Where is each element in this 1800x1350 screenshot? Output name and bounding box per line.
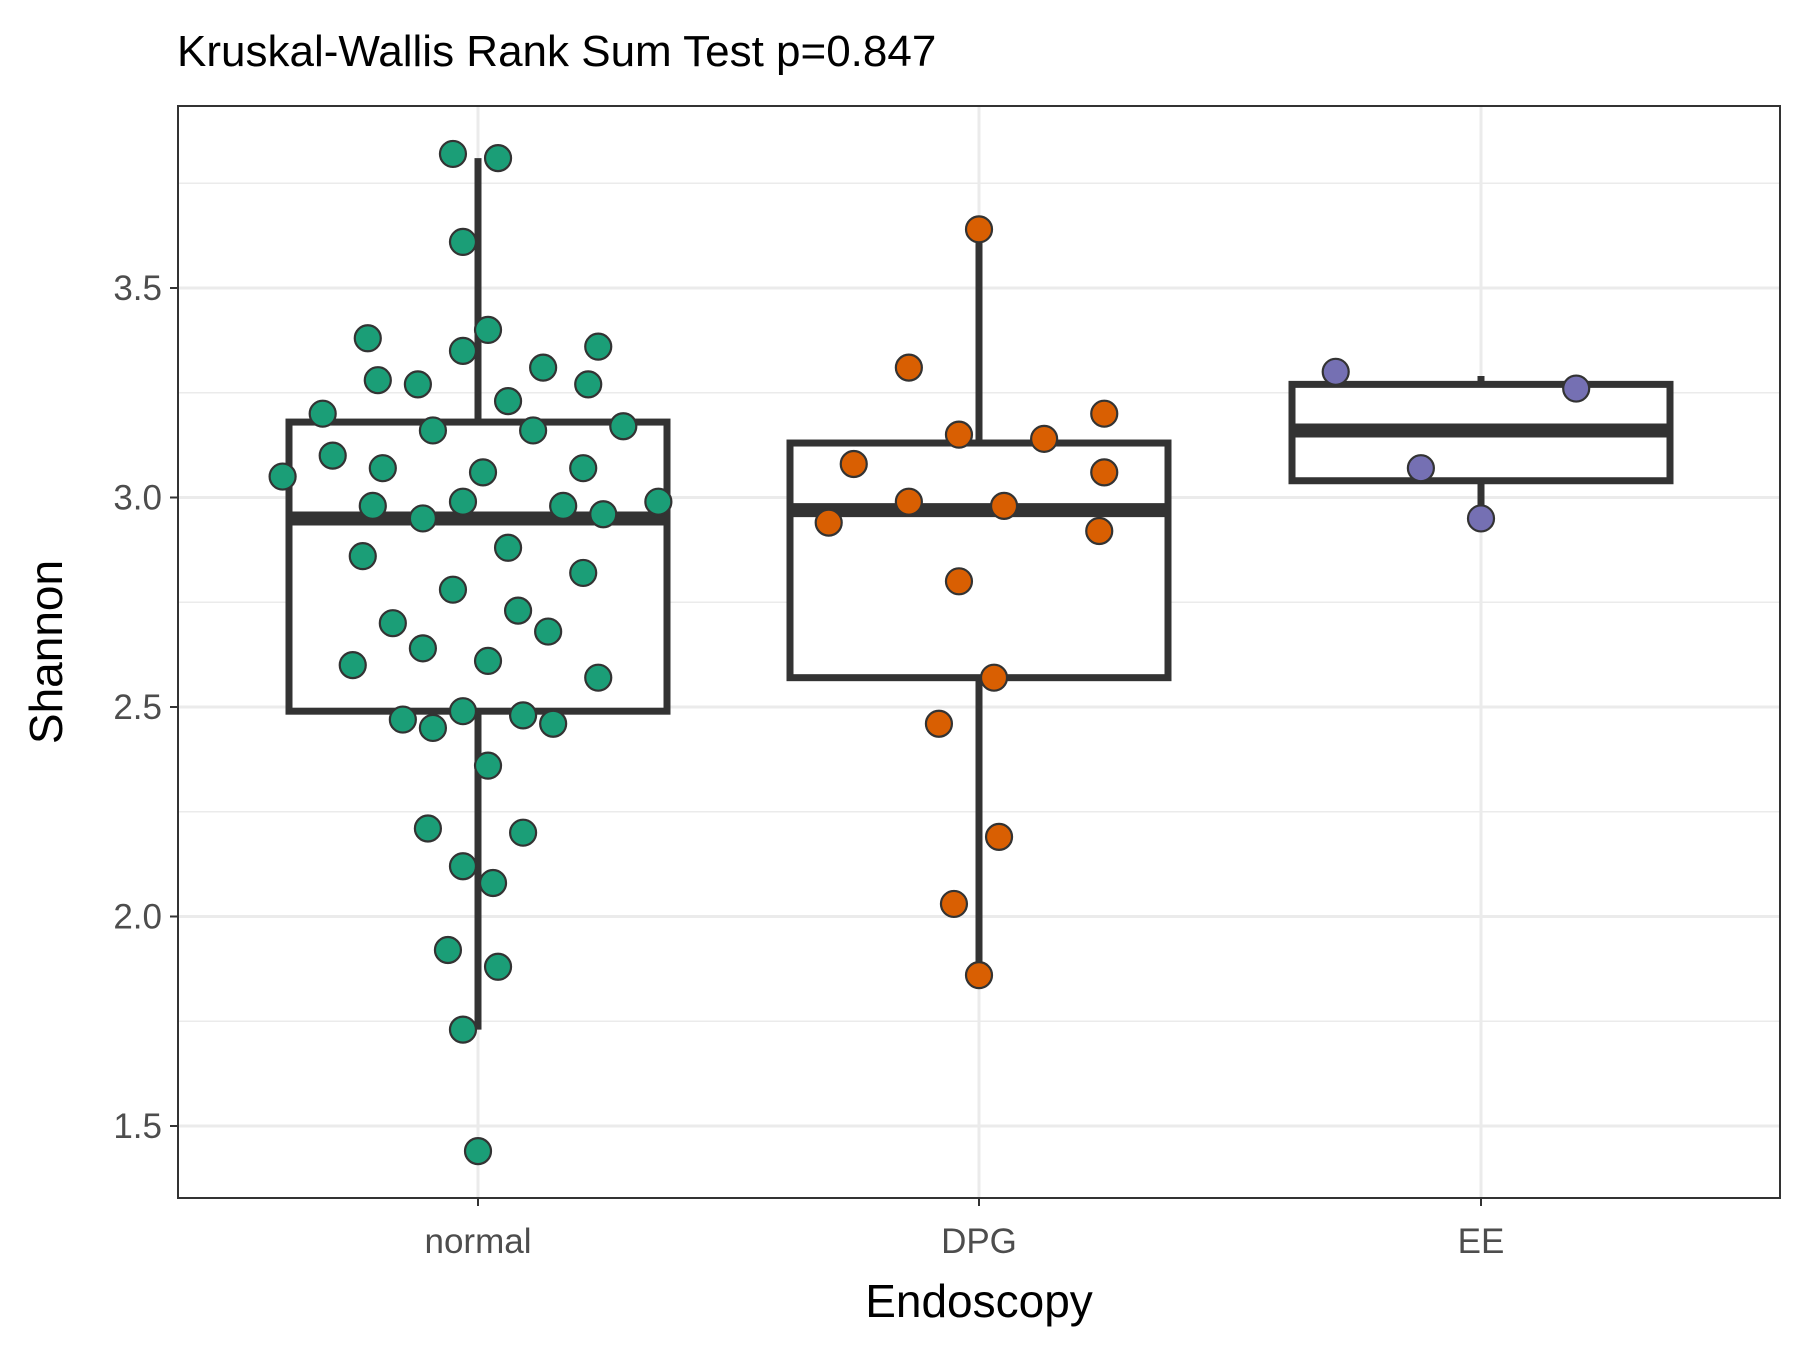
data-point-normal [408, 504, 437, 533]
data-point-normal [463, 1137, 493, 1166]
box-EE [1288, 375, 1674, 519]
data-point-EE [1406, 454, 1435, 483]
data-point-normal [413, 814, 442, 843]
data-point-DPG [964, 215, 994, 244]
data-point-normal [368, 454, 397, 483]
data-point-normal [353, 324, 382, 353]
data-point-DPG [1085, 516, 1114, 546]
data-point-DPG [924, 709, 954, 738]
data-point-normal [348, 542, 377, 571]
data-point-normal [508, 701, 538, 730]
data-point-DPG [939, 889, 969, 919]
data-point-normal [308, 399, 337, 428]
data-point-normal [584, 663, 613, 692]
y-tick-label: 1.5 [113, 1107, 162, 1146]
y-tick-label: 3.5 [113, 269, 162, 308]
data-point-normal [589, 500, 618, 529]
data-point-normal [584, 332, 613, 361]
x-tick-label-EE: EE [1458, 1222, 1505, 1261]
data-point-DPG [944, 567, 974, 596]
data-point-normal [403, 370, 432, 399]
data-point-normal [418, 713, 448, 743]
y-axis: 1.5 2.0 2.5 3.0 3.5 [113, 269, 178, 1146]
data-point-normal [569, 558, 598, 588]
data-point-DPG [989, 491, 1019, 520]
data-point-normal [408, 634, 437, 663]
data-point-normal [478, 868, 508, 898]
data-point-normal [493, 387, 523, 416]
data-point-normal [493, 533, 523, 562]
data-point-DPG [814, 508, 843, 537]
x-tick-label-DPG: DPG [941, 1222, 1017, 1261]
data-point-EE [1466, 504, 1496, 533]
data-point-DPG [894, 487, 923, 516]
data-point-normal [503, 596, 533, 625]
data-point-normal [483, 952, 513, 981]
data-point-normal [569, 454, 598, 483]
x-axis-title: Endoscopy [865, 1275, 1093, 1327]
data-point-normal [448, 227, 478, 257]
data-point-normal [508, 818, 538, 847]
data-point-normal [473, 315, 503, 344]
data-point-normal [363, 366, 392, 395]
y-tick-label: 2.0 [113, 898, 162, 937]
data-point-normal [358, 491, 387, 520]
data-point-DPG [984, 822, 1014, 851]
data-point-DPG [979, 663, 1009, 692]
data-point-normal [539, 709, 568, 738]
data-point-normal [378, 609, 407, 638]
data-point-normal [448, 1015, 478, 1044]
data-point-normal [433, 935, 463, 965]
data-point-normal [519, 416, 548, 445]
data-point-normal [473, 646, 503, 676]
data-point-normal [483, 144, 513, 173]
y-axis-title: Shannon [20, 560, 72, 744]
data-point-EE [1321, 357, 1350, 386]
data-point-DPG [1030, 424, 1059, 453]
data-point-DPG [944, 420, 974, 449]
data-point-normal [448, 487, 478, 516]
data-point-normal [473, 751, 503, 780]
data-point-normal [549, 491, 578, 520]
data-point-normal [388, 705, 417, 734]
data-point-DPG [894, 353, 923, 382]
data-point-normal [574, 370, 603, 399]
data-point-normal [468, 458, 498, 487]
data-point-normal [448, 852, 478, 881]
data-point-DPG [1090, 399, 1119, 428]
data-point-EE [1562, 374, 1591, 403]
box-DPG [786, 233, 1172, 976]
point-layer [268, 139, 1591, 1166]
data-point-normal [268, 462, 297, 491]
data-point-normal [438, 575, 468, 604]
data-point-DPG [1090, 458, 1119, 487]
data-point-normal [448, 697, 478, 726]
chart-title: Kruskal-Wallis Rank Sum Test p=0.847 [177, 27, 936, 76]
data-point-normal [534, 617, 563, 646]
x-tick-label-normal: normal [425, 1222, 532, 1261]
data-point-normal [318, 441, 347, 470]
x-axis: normal DPG EE [425, 1198, 1505, 1261]
data-point-normal [609, 412, 638, 441]
data-point-normal [448, 336, 478, 365]
data-point-normal [418, 416, 448, 445]
y-tick-label: 3.0 [113, 479, 162, 518]
data-point-normal [338, 650, 367, 680]
data-point-DPG [964, 961, 994, 990]
data-point-normal [529, 353, 558, 382]
data-point-DPG [839, 449, 868, 479]
data-point-normal [438, 139, 468, 169]
data-point-normal [644, 487, 673, 516]
y-tick-label: 2.5 [113, 688, 162, 727]
